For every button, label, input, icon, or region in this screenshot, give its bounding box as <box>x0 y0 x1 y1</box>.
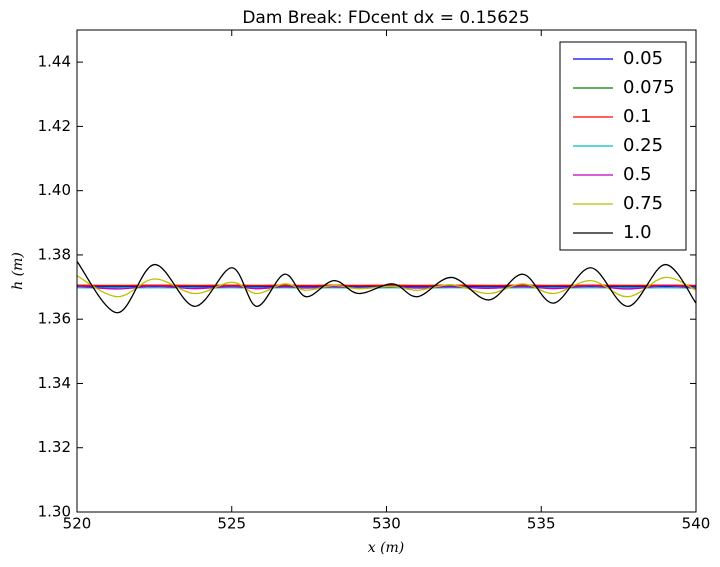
legend-label: 0.25 <box>623 135 663 156</box>
legend-label: 0.075 <box>623 77 675 98</box>
x-axis-label: x (m) <box>368 540 405 556</box>
series-line <box>77 260 696 314</box>
legend-label: 0.75 <box>623 193 663 214</box>
x-tick-label: 535 <box>527 515 556 533</box>
y-tick-label: 1.30 <box>38 503 71 521</box>
legend-label: 1.0 <box>623 222 652 243</box>
y-axis-label: h (m) <box>10 252 26 290</box>
x-tick-label: 525 <box>217 515 246 533</box>
y-tick-label: 1.42 <box>38 117 71 135</box>
x-tick-label: 540 <box>682 515 711 533</box>
legend-label: 0.05 <box>623 48 663 69</box>
x-tick-label: 530 <box>372 515 401 533</box>
plot-lines <box>77 260 696 314</box>
x-tick-label: 520 <box>63 515 92 533</box>
chart-title: Dam Break: FDcent dx = 0.15625 <box>242 8 529 28</box>
y-tick-label: 1.40 <box>38 181 71 199</box>
legend-label: 0.5 <box>623 164 652 185</box>
series-line <box>77 275 696 298</box>
y-tick-label: 1.36 <box>38 310 71 328</box>
y-tick-label: 1.34 <box>38 374 71 392</box>
y-tick-label: 1.32 <box>38 438 71 456</box>
y-tick-label: 1.44 <box>38 53 71 71</box>
y-tick-label: 1.38 <box>38 245 71 263</box>
legend-label: 0.1 <box>623 106 652 127</box>
